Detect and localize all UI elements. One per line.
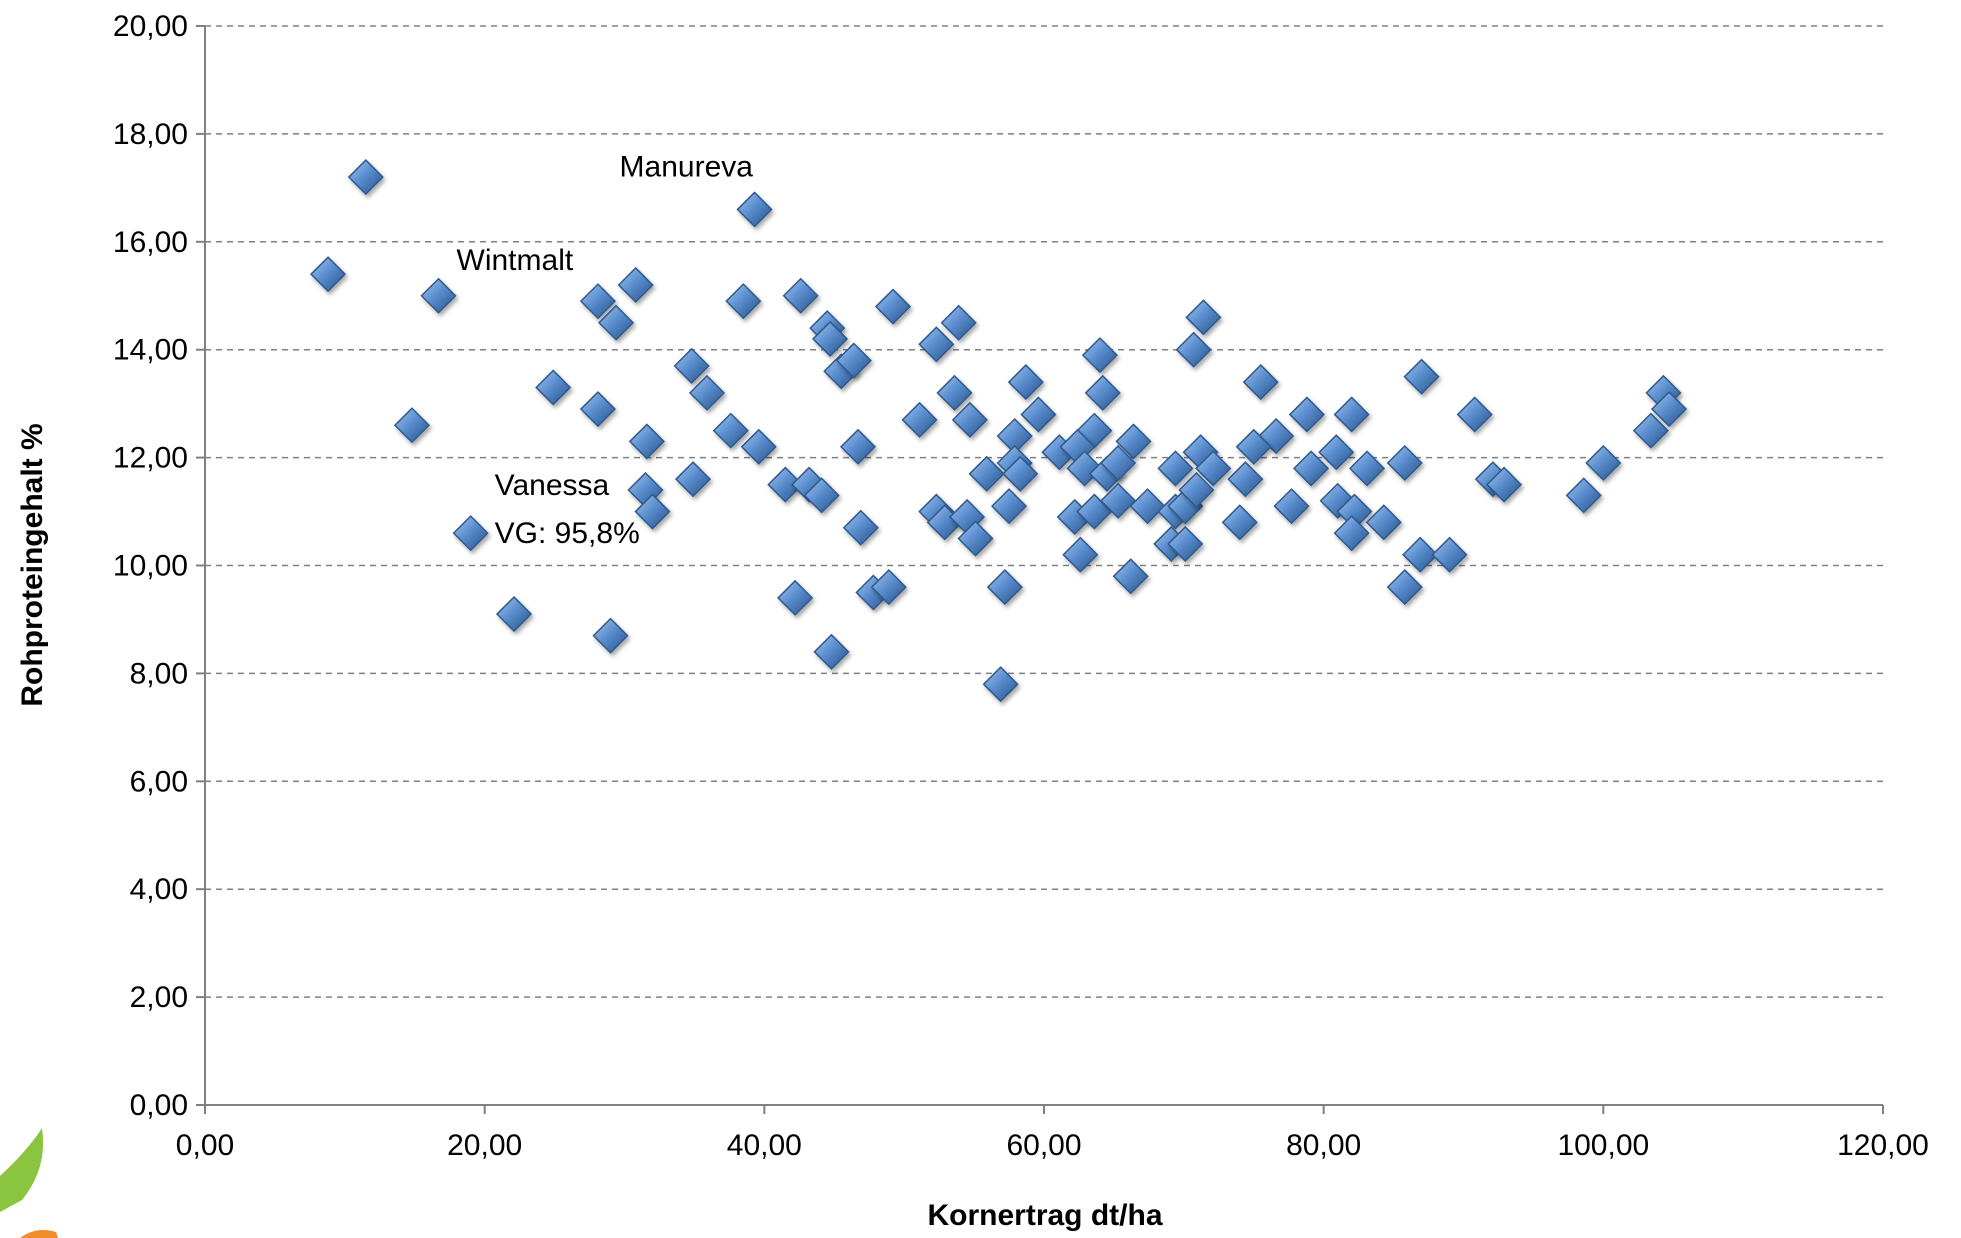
data-point (844, 511, 878, 545)
y-tick-labels: 0,00 2,00 4,00 6,00 8,00 10,00 12,00 14,00 16,00… (113, 10, 188, 1122)
x-tick-label: 100,00 (1557, 1129, 1649, 1162)
data-point (1388, 446, 1422, 480)
data-point (675, 349, 709, 383)
data-point (1114, 559, 1148, 593)
data-point (536, 370, 570, 404)
y-tick-label: 16,00 (113, 226, 188, 259)
data-point (1388, 570, 1422, 604)
y-tick-label: 14,00 (113, 334, 188, 367)
data-point (1433, 538, 1467, 572)
x-tick-label: 40,00 (727, 1129, 802, 1162)
data-point (1009, 365, 1043, 399)
x-tick-label: 0,00 (176, 1129, 234, 1162)
data-point (1021, 397, 1055, 431)
data-point (676, 462, 710, 496)
data-point (1177, 333, 1211, 367)
data-point (1335, 516, 1369, 550)
data-point (630, 424, 664, 458)
y-tick-label: 6,00 (130, 765, 188, 798)
data-point (454, 516, 488, 550)
data-point (726, 284, 760, 318)
x-tick-labels: 0,00 20,00 40,00 60,00 80,00 100,00 120,00 (176, 1129, 1929, 1162)
y-tick-label: 0,00 (130, 1089, 188, 1122)
axes (196, 26, 1883, 1114)
y-tick-label: 10,00 (113, 550, 188, 583)
annotation-label: VG: 95,8% (495, 517, 640, 550)
data-point (1275, 489, 1309, 523)
y-axis-title: Rohproteingehalt % (16, 423, 49, 706)
data-point (942, 306, 976, 340)
data-point (395, 408, 429, 442)
y-tick-label: 2,00 (130, 981, 188, 1014)
y-tick-label: 4,00 (130, 873, 188, 906)
data-point (992, 489, 1026, 523)
data-point (903, 403, 937, 437)
data-point (1350, 451, 1384, 485)
data-point (619, 268, 653, 302)
data-point (778, 581, 812, 615)
data-point (919, 327, 953, 361)
data-point (1244, 365, 1278, 399)
x-tick-label: 80,00 (1286, 1129, 1361, 1162)
data-point (1458, 397, 1492, 431)
data-point (1335, 397, 1369, 431)
data-point (876, 290, 910, 324)
data-point (1586, 446, 1620, 480)
data-point (988, 570, 1022, 604)
data-point (1367, 505, 1401, 539)
data-point (714, 414, 748, 448)
data-point (1130, 489, 1164, 523)
data-point (953, 403, 987, 437)
data-point (1086, 376, 1120, 410)
y-tick-label: 8,00 (130, 657, 188, 690)
data-point (349, 160, 383, 194)
data-point (1063, 538, 1097, 572)
y-tick-label: 12,00 (113, 442, 188, 475)
annotation-label: Vanessa (495, 469, 610, 502)
data-point (690, 376, 724, 410)
data-point (841, 430, 875, 464)
data-point (497, 597, 531, 631)
data-point (422, 279, 456, 313)
logo-mark (0, 1128, 58, 1238)
data-point (1567, 478, 1601, 512)
data-point (311, 257, 345, 291)
data-point (984, 667, 1018, 701)
data-point (1405, 360, 1439, 394)
data-point (581, 392, 615, 426)
data-point (814, 635, 848, 669)
data-point (938, 376, 972, 410)
y-tick-label: 18,00 (113, 118, 188, 151)
data-point (738, 192, 772, 226)
x-axis-title: Kornertrag dt/ha (927, 1199, 1162, 1232)
data-point (1186, 300, 1220, 334)
data-point (742, 430, 776, 464)
y-tick-label: 20,00 (113, 10, 188, 43)
x-tick-label: 60,00 (1006, 1129, 1081, 1162)
data-point (1083, 338, 1117, 372)
x-tick-label: 20,00 (447, 1129, 522, 1162)
gridlines (205, 26, 1883, 997)
data-point (1228, 462, 1262, 496)
annotation-label: Wintmalt (457, 244, 574, 277)
data-point (1290, 397, 1324, 431)
annotation-label: Manureva (620, 150, 754, 183)
x-tick-label: 120,00 (1837, 1129, 1929, 1162)
data-point (1223, 505, 1257, 539)
data-point (784, 279, 818, 313)
data-point (594, 619, 628, 653)
